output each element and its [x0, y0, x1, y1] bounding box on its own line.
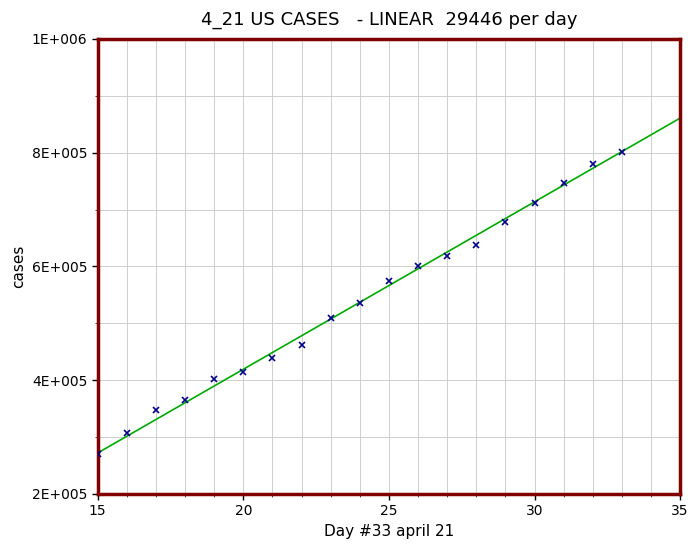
X-axis label: Day #33 april 21: Day #33 april 21: [324, 524, 454, 539]
Y-axis label: cases: cases: [11, 245, 26, 288]
Title: 4_21 US CASES   - LINEAR  29446 per day: 4_21 US CASES - LINEAR 29446 per day: [201, 11, 578, 29]
